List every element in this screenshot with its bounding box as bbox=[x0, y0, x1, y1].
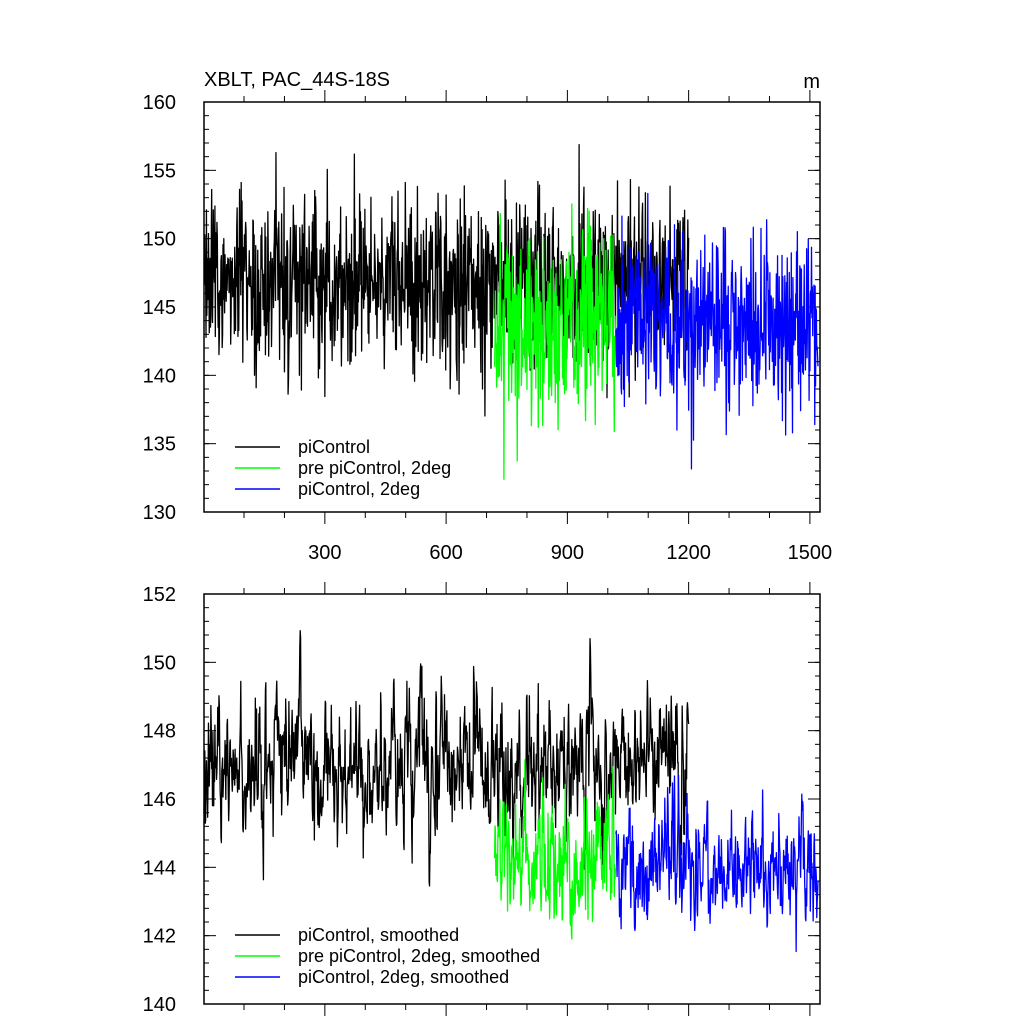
y-tick-label: 145 bbox=[143, 297, 176, 319]
x-tick-label: 1500 bbox=[788, 542, 833, 564]
y-tick-label: 140 bbox=[143, 365, 176, 387]
top-title: XBLT, PAC_44S-18S bbox=[204, 69, 390, 91]
bottom-panel: 140 142 144 146 148 150 152 piControl, smoothe… bbox=[143, 582, 821, 1016]
y-tick-label: 148 bbox=[143, 721, 176, 743]
y-tick-label: 144 bbox=[143, 857, 176, 879]
bottom-plot-frame bbox=[203, 593, 821, 1005]
x-tick-label: 300 bbox=[308, 542, 341, 564]
legend-label: piControl, 2deg, smoothed bbox=[298, 967, 509, 987]
legend-label: piControl bbox=[298, 437, 370, 457]
top-plot-frame bbox=[203, 101, 821, 513]
y-tick-label: 150 bbox=[143, 652, 176, 674]
y-tick-label: 130 bbox=[143, 502, 176, 524]
x-tick-label: 1200 bbox=[666, 542, 711, 564]
legend-label: piControl, smoothed bbox=[298, 925, 459, 945]
series-line-2 bbox=[615, 192, 819, 470]
legend-label: piControl, 2deg bbox=[298, 479, 420, 499]
top-ticks: 130 135 140 145 150 155 160 300 600 900 1200 1500 bbox=[143, 90, 833, 564]
bottom-ticks: 140 142 144 146 148 150 152 bbox=[143, 582, 820, 1016]
y-tick-label: 160 bbox=[143, 92, 176, 114]
y-tick-label: 135 bbox=[143, 434, 176, 456]
legend-label: pre piControl, 2deg, smoothed bbox=[298, 946, 540, 966]
top-panel: XBLT, PAC_44S-18S m 130 135 140 145 150 155 16… bbox=[143, 69, 833, 564]
y-tick-label: 150 bbox=[143, 229, 176, 251]
y-tick-label: 146 bbox=[143, 789, 176, 811]
y-tick-label: 142 bbox=[143, 926, 176, 948]
series-line-1 bbox=[493, 203, 617, 480]
top-units: m bbox=[803, 71, 820, 93]
y-tick-label: 155 bbox=[143, 160, 176, 182]
series-line-2 bbox=[615, 774, 819, 953]
top-series bbox=[203, 144, 819, 480]
y-tick-label: 140 bbox=[143, 994, 176, 1016]
y-tick-label: 152 bbox=[143, 584, 176, 606]
series-line-1 bbox=[493, 759, 617, 940]
x-tick-label: 600 bbox=[429, 542, 462, 564]
x-tick-label: 900 bbox=[551, 542, 584, 564]
bottom-series bbox=[203, 630, 819, 953]
legend-label: pre piControl, 2deg bbox=[298, 458, 451, 478]
